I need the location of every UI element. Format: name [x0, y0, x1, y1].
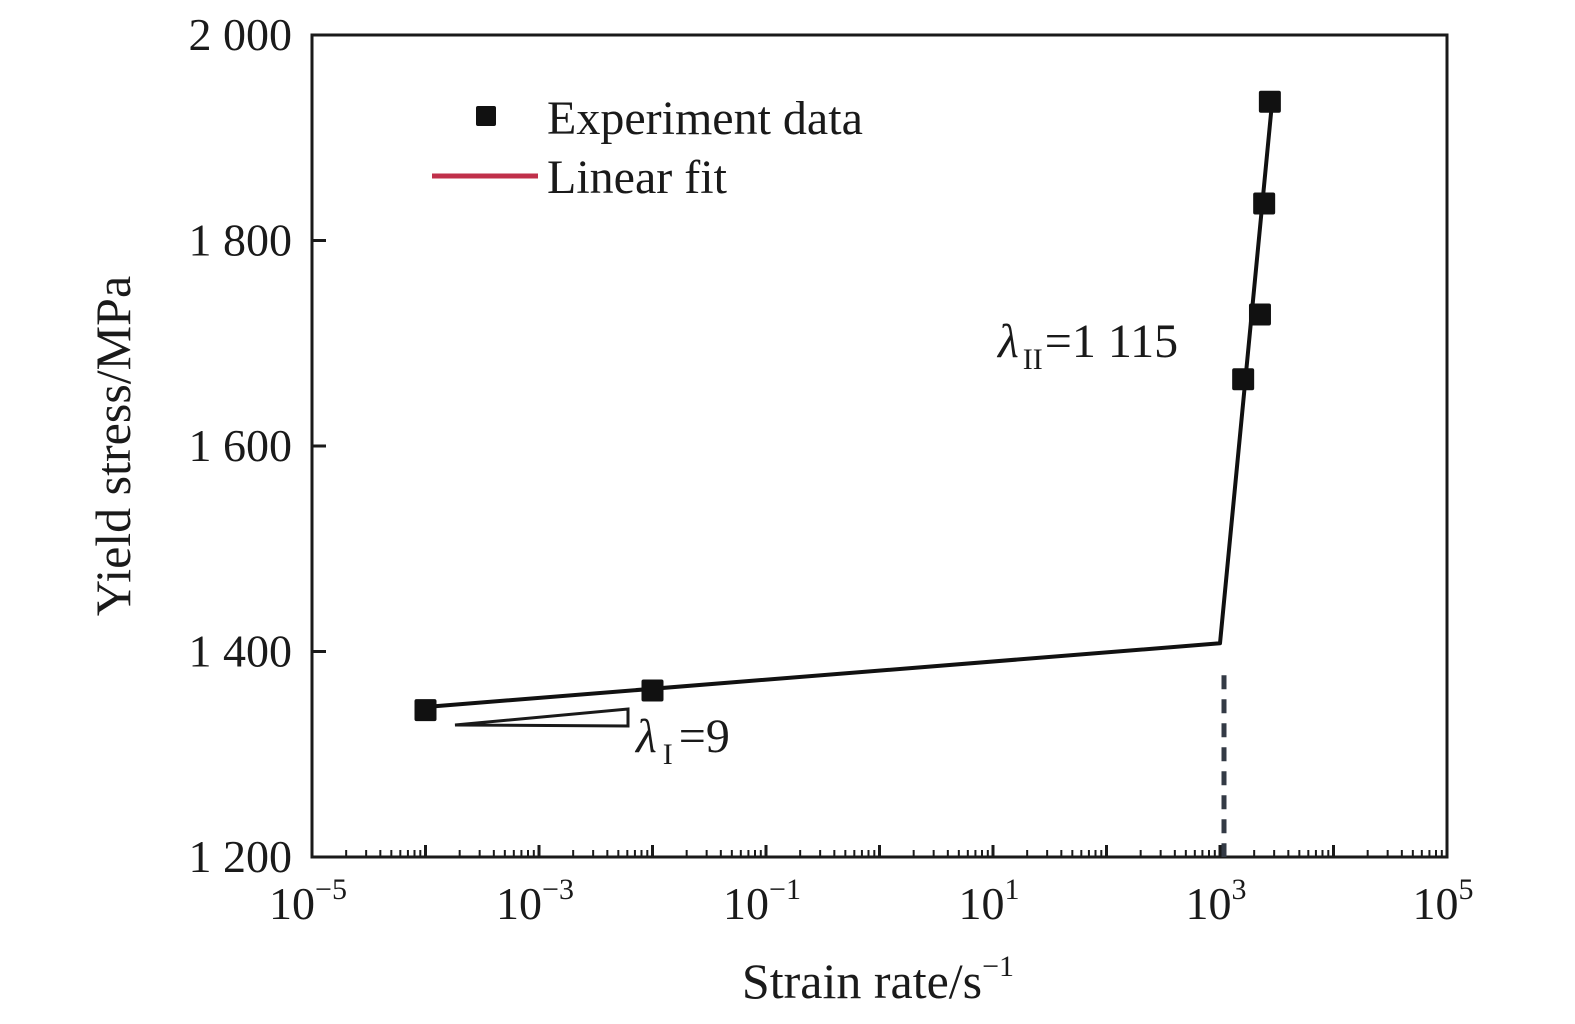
- y-axis-title: Yield stress/MPa: [85, 276, 141, 616]
- annotations: λ I =9 λ II=1 115: [454, 315, 1178, 771]
- y-tick-label: 1 200: [189, 831, 293, 882]
- experiment-data-point: [1253, 192, 1276, 215]
- series-layer: [414, 90, 1281, 857]
- lambda2-label: λ II=1 115: [996, 315, 1178, 376]
- y-tick-label: 1 400: [189, 626, 293, 677]
- legend-marker-experiment: [476, 106, 496, 126]
- axis-labels: Strain rate/s−1 Yield stress/MPa: [85, 276, 1014, 1009]
- axis-ticks: 1 200 1 400 1 600 1 800 2 000 10−5 10−3 10−1 101…: [189, 9, 1474, 929]
- experiment-data-point: [414, 699, 437, 722]
- experiment-data-point: [641, 679, 664, 702]
- x-axis-title: Strain rate/s−1: [742, 950, 1014, 1009]
- legend: Experiment data Linear fit: [432, 92, 863, 204]
- legend-label-linear-fit: Linear fit: [547, 151, 728, 204]
- x-tick-label: 101: [959, 873, 1020, 929]
- legend-label-experiment: Experiment data: [547, 92, 863, 145]
- x-tick-label: 105: [1413, 873, 1474, 929]
- experiment-data-point: [1258, 90, 1281, 113]
- x-tick-label: 103: [1186, 873, 1247, 929]
- linear-fit-line: [425, 106, 1274, 709]
- plot-frame: [310, 33, 1449, 859]
- lambda1-pointer: [454, 707, 630, 728]
- x-tick-label: 10−3: [496, 873, 574, 929]
- y-tick-label: 1 600: [189, 420, 293, 471]
- plot-area: [310, 33, 1449, 859]
- experiment-data-point: [1232, 368, 1255, 391]
- experiment-data-point: [1248, 303, 1271, 326]
- lambda1-label: λ I =9: [634, 710, 730, 771]
- x-tick-label: 10−1: [723, 873, 801, 929]
- y-tick-label: 2 000: [189, 9, 293, 60]
- y-tick-label: 1 800: [189, 215, 293, 266]
- x-tick-label: 10−5: [269, 873, 347, 929]
